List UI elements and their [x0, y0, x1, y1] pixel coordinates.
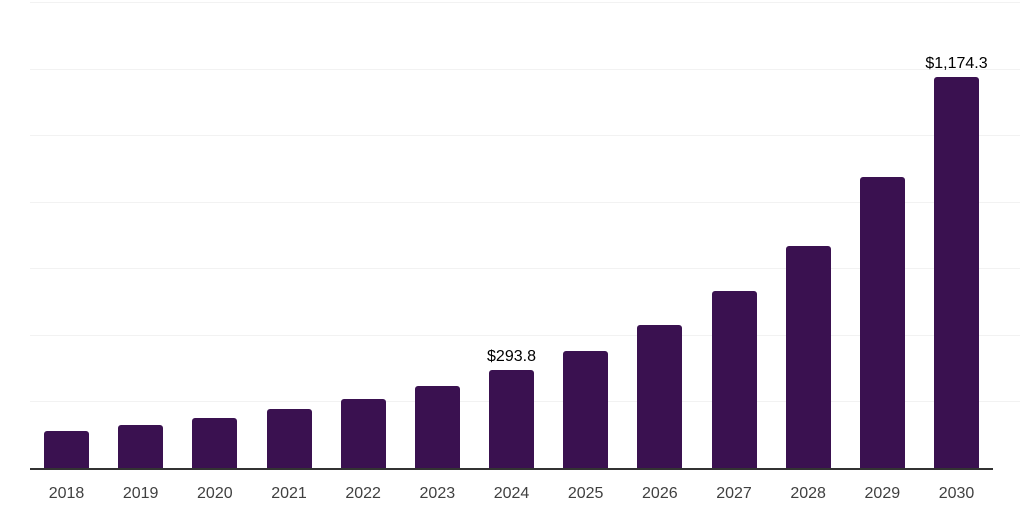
- bar-2020: [192, 418, 238, 468]
- x-tick-label-2024: 2024: [493, 485, 530, 502]
- x-tick-label-2028: 2028: [790, 485, 826, 502]
- x-tick-label-2030: 2030: [938, 485, 975, 502]
- bar-2021: [266, 409, 312, 468]
- bar-2030: [934, 77, 979, 468]
- gridline-1400: [30, 2, 1020, 3]
- bar-2022: [340, 399, 386, 468]
- bar-2018: [44, 431, 89, 468]
- x-tick-label-2025: 2025: [567, 485, 604, 502]
- x-tick-label-2022: 2022: [345, 485, 381, 502]
- bar-2028: [785, 245, 831, 468]
- data-label-2030: $1,174.3: [925, 55, 988, 73]
- gridline-400: [30, 334, 1020, 336]
- x-tick-label-2023: 2023: [419, 485, 456, 502]
- bar-2026: [637, 324, 683, 468]
- bar-2029: [859, 177, 905, 468]
- x-tick-label-2018: 2018: [48, 485, 85, 502]
- gridline-1000: [30, 135, 1020, 137]
- bar-2023: [414, 386, 460, 468]
- x-tick-label-2026: 2026: [642, 485, 678, 502]
- gridline-1200: [30, 68, 1020, 70]
- x-tick-label-2027: 2027: [716, 485, 752, 502]
- gridline-600: [30, 268, 1020, 270]
- x-tick-label-2020: 2020: [197, 485, 233, 502]
- bar-2027: [711, 290, 757, 468]
- bar-2025: [563, 350, 609, 468]
- bar-2024: [489, 370, 534, 468]
- x-axis-line: [30, 468, 993, 470]
- x-tick-label-2019: 2019: [122, 485, 159, 502]
- data-label-2024: $293.8: [487, 348, 536, 366]
- x-tick-label-2021: 2021: [271, 485, 307, 502]
- x-tick-label-2029: 2029: [864, 485, 901, 502]
- bar-2019: [118, 425, 164, 468]
- gridline-800: [30, 201, 1020, 203]
